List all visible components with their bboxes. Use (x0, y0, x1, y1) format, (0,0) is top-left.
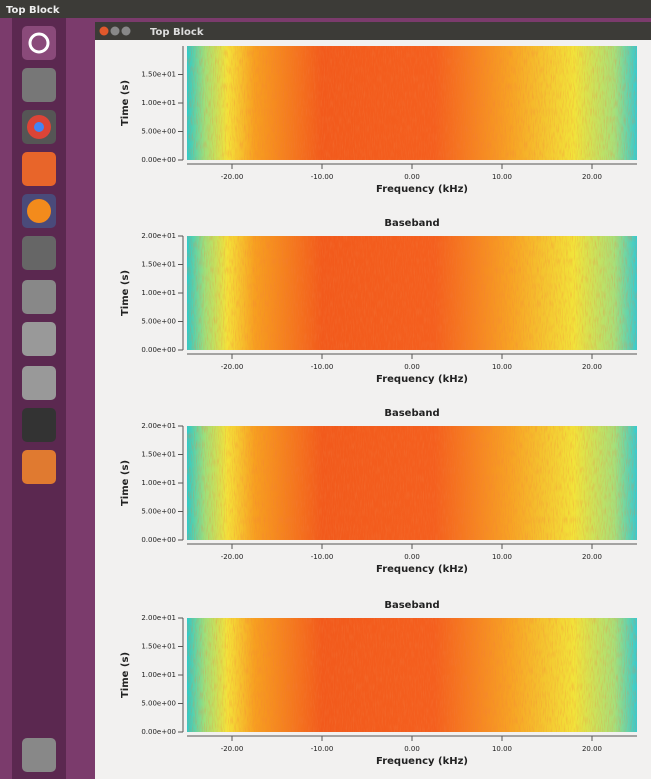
y-tick-label: 5.00e+00 (141, 128, 176, 136)
minimize-button[interactable] (111, 27, 120, 36)
x-axis-label: Frequency (kHz) (376, 184, 468, 195)
x-tick-label: 10.00 (492, 363, 512, 371)
x-tick-label: 20.00 (582, 173, 602, 181)
launcher-icon[interactable] (22, 236, 56, 270)
y-tick-label: 5.00e+00 (141, 318, 176, 326)
y-tick-label: 1.00e+01 (141, 289, 176, 297)
y-tick-label: 0.00e+00 (141, 536, 176, 544)
x-tick-label: 0.00 (404, 553, 420, 561)
launcher-icon[interactable] (22, 280, 56, 314)
x-tick-label: -20.00 (221, 363, 244, 371)
launcher-icon[interactable] (22, 68, 56, 102)
x-tick-label: 20.00 (582, 745, 602, 753)
y-tick-label: 5.00e+00 (141, 700, 176, 708)
x-tick-label: 20.00 (582, 363, 602, 371)
waterfall-noise (187, 46, 637, 160)
x-tick-label: -10.00 (311, 553, 334, 561)
launcher-icon[interactable] (22, 408, 56, 442)
x-tick-label: 10.00 (492, 745, 512, 753)
waterfall-noise (187, 618, 637, 732)
plot-title: Baseband (384, 218, 439, 229)
trash-icon[interactable] (22, 738, 56, 772)
x-tick-label: -10.00 (311, 745, 334, 753)
launcher-icon[interactable] (22, 366, 56, 400)
y-tick-label: 1.50e+01 (141, 451, 176, 459)
window-title: Top Block (150, 27, 204, 38)
x-tick-label: 10.00 (492, 553, 512, 561)
top-bar (0, 0, 651, 18)
y-axis-label: Time (s) (120, 80, 131, 126)
x-tick-label: -10.00 (311, 173, 334, 181)
y-tick-label: 0.00e+00 (141, 156, 176, 164)
y-tick-label: 1.50e+01 (141, 71, 176, 79)
x-tick-label: 0.00 (404, 173, 420, 181)
y-axis-label: Time (s) (120, 652, 131, 698)
plot-title: Baseband (384, 408, 439, 419)
x-tick-label: 20.00 (582, 553, 602, 561)
x-tick-label: 0.00 (404, 363, 420, 371)
launcher-icon[interactable] (22, 450, 56, 484)
waterfall-noise (187, 236, 637, 350)
close-button[interactable] (100, 27, 109, 36)
x-tick-label: -20.00 (221, 745, 244, 753)
maximize-button[interactable] (122, 27, 131, 36)
y-tick-label: 1.50e+01 (141, 261, 176, 269)
y-axis-label: Time (s) (120, 460, 131, 506)
x-tick-label: 0.00 (404, 745, 420, 753)
y-axis-label: Time (s) (120, 270, 131, 316)
waterfall-noise (187, 426, 637, 540)
y-tick-label: 1.00e+01 (141, 99, 176, 107)
top-bar-title: Top Block (6, 5, 60, 16)
launcher-icon[interactable] (22, 152, 56, 186)
x-axis-label: Frequency (kHz) (376, 374, 468, 385)
y-tick-label: 1.00e+01 (141, 671, 176, 679)
launcher-icon[interactable] (22, 322, 56, 356)
launcher (12, 18, 66, 779)
y-tick-label: 1.00e+01 (141, 479, 176, 487)
launcher-icon[interactable] (22, 26, 56, 60)
x-tick-label: -20.00 (221, 173, 244, 181)
x-tick-label: -20.00 (221, 553, 244, 561)
x-tick-label: 10.00 (492, 173, 512, 181)
y-tick-label: 0.00e+00 (141, 346, 176, 354)
y-tick-label: 2.00e+01 (141, 422, 176, 430)
y-tick-label: 5.00e+00 (141, 508, 176, 516)
x-axis-label: Frequency (kHz) (376, 564, 468, 575)
y-tick-label: 2.00e+01 (141, 232, 176, 240)
y-tick-label: 2.00e+01 (141, 614, 176, 622)
y-tick-label: 0.00e+00 (141, 728, 176, 736)
page: {"top_bar": {"title": "Top Block"}, "win… (0, 0, 651, 779)
x-axis-label: Frequency (kHz) (376, 756, 468, 767)
plot-title: Baseband (384, 600, 439, 611)
x-tick-label: -10.00 (311, 363, 334, 371)
screen: Top Block Top Block -20.00 -10.00 0.00 10.0… (0, 0, 651, 779)
y-tick-label: 1.50e+01 (141, 643, 176, 651)
